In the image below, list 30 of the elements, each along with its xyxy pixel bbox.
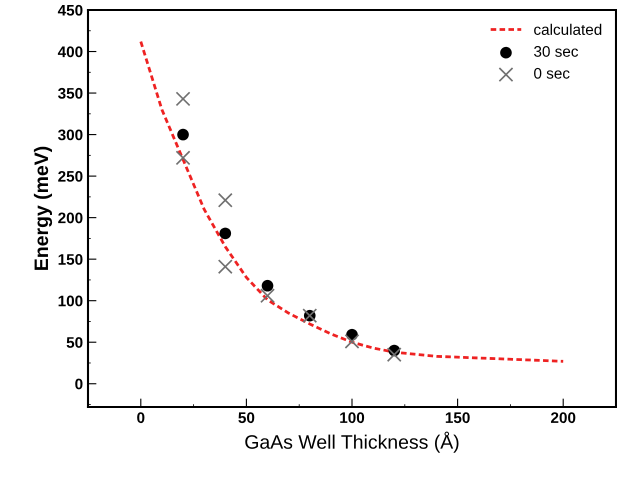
x-axis-title: GaAs Well Thickness (Å) (245, 432, 458, 453)
y-tick-label: 350 (58, 88, 83, 99)
y-tick-label: 150 (58, 254, 83, 265)
point (344, 334, 360, 349)
y-tick-label: 450 (58, 4, 83, 16)
point (386, 347, 402, 362)
point (176, 150, 190, 166)
y-tick-label: 400 (58, 46, 83, 58)
x-tick-label: 0 (137, 412, 144, 424)
y-tick-label: 250 (58, 170, 83, 182)
legend-label: 30 sec (534, 46, 578, 57)
x-tick-label: 50 (238, 412, 254, 424)
y-tick-label: 100 (58, 296, 83, 306)
point (176, 91, 190, 106)
y-tick-label: 300 (58, 129, 83, 140)
point (177, 128, 189, 140)
x-tick-label: 200 (550, 412, 576, 424)
y-tick-label: 0 (75, 378, 83, 390)
x-tick-label: 100 (340, 412, 364, 424)
x-tick-label: 150 (446, 412, 470, 424)
point (218, 259, 233, 274)
legend-label: 0 sec (534, 68, 570, 79)
point (260, 288, 275, 304)
point (218, 192, 233, 208)
y-tick-label: 50 (66, 337, 83, 348)
point (219, 228, 232, 240)
y-tick-label: 200 (58, 212, 83, 224)
legend-label: calculated (534, 24, 602, 35)
point (262, 280, 274, 292)
y-axis-title: Energy (meV) (34, 146, 52, 270)
